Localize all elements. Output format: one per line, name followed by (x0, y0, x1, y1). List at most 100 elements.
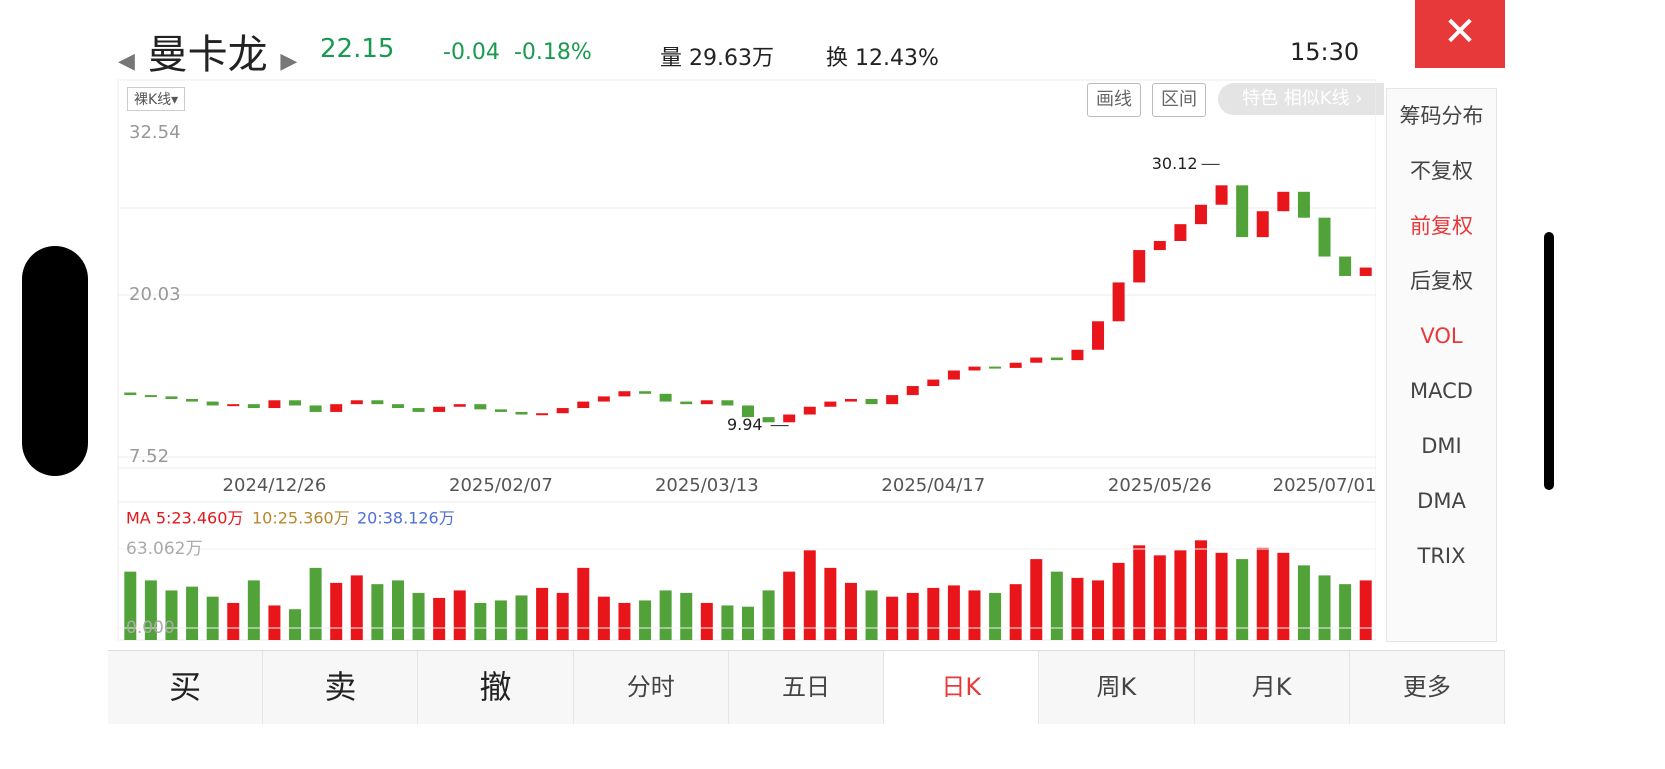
indicator-menu: 筹码分布不复权前复权后复权 VOL MACD DMI DMA TRIX (1386, 88, 1497, 642)
candle (515, 411, 528, 415)
tab[interactable]: 五日 (728, 651, 885, 724)
feature-button[interactable]: 特色 相似K线 › (1218, 83, 1384, 115)
candle (165, 396, 178, 399)
candle (742, 405, 754, 418)
stock-name[interactable]: ◀ 曼卡龙 ▶ (118, 32, 298, 78)
volume-bar (762, 590, 775, 640)
menu-item[interactable]: TRIX (1417, 544, 1466, 568)
volume-bar (700, 602, 713, 640)
candle (700, 400, 713, 405)
candle (186, 398, 199, 402)
y-tick-label: 20.03 (129, 284, 181, 305)
y-tick-label: 32.54 (129, 122, 181, 143)
candle (412, 408, 425, 412)
change-pct: -0.18% (513, 40, 592, 65)
tab[interactable]: 更多 (1349, 651, 1505, 724)
tab[interactable]: 周K (1039, 651, 1195, 724)
candle (1339, 256, 1352, 276)
x-tick-label: 2025/05/26 (1108, 475, 1212, 496)
volume-bar (803, 550, 816, 640)
candle (927, 379, 940, 387)
volume-bar (371, 584, 384, 640)
draw-button[interactable]: 画线 (1087, 83, 1141, 117)
volume-bar (1071, 577, 1084, 640)
tab[interactable]: 日K (884, 651, 1040, 724)
candle (803, 406, 816, 415)
candle (762, 417, 775, 423)
candle (989, 366, 1002, 369)
candle (474, 404, 487, 410)
candle (618, 391, 631, 397)
volume-bar (1236, 559, 1249, 640)
candle (1194, 204, 1207, 225)
candle (1133, 250, 1146, 283)
volume-bar (886, 596, 899, 640)
volume-bar (1359, 580, 1372, 640)
candle (433, 406, 446, 412)
candle (350, 400, 363, 405)
ma-legend: MA 5:23.460万 (126, 509, 243, 528)
volume-bar (1050, 571, 1063, 640)
volume-bar (165, 590, 178, 640)
turnover: 换 12.43% (826, 46, 939, 71)
candle (371, 400, 384, 405)
volume-bar (412, 592, 425, 640)
tab[interactable]: 买 (108, 651, 264, 724)
volume-bar (1194, 540, 1207, 640)
volume-bar (659, 590, 672, 640)
menu-item[interactable]: DMI (1421, 434, 1462, 458)
tab-bar: 买卖撤分时 五日 日K 周K 月K 更多 (108, 650, 1505, 724)
kline-mode[interactable]: 裸K线▾ (127, 87, 186, 111)
candle (886, 395, 899, 405)
volume-bar (1256, 547, 1269, 640)
volume: 量 29.63万 (660, 46, 774, 71)
candle (247, 404, 260, 409)
change-value: -0.04 (443, 40, 500, 65)
tab[interactable]: 分时 (573, 651, 729, 724)
candle (947, 370, 960, 380)
volume-bar (989, 592, 1002, 640)
change: -0.04 -0.18% (443, 40, 592, 65)
name: 曼卡龙 (147, 32, 268, 78)
volume-bar (453, 590, 466, 640)
range-button[interactable]: 区间 (1152, 83, 1206, 117)
close-button[interactable]: ✕ (1415, 0, 1505, 68)
volume-bar (289, 609, 302, 640)
tab[interactable]: 月K (1194, 651, 1350, 724)
tab[interactable]: 撤 (418, 651, 574, 724)
volume-bar (124, 571, 137, 640)
menu-item[interactable]: DMA (1417, 489, 1466, 513)
candle (639, 391, 652, 394)
menu-item[interactable]: 筹码分布 (1399, 104, 1484, 128)
menu-item[interactable]: MACD (1410, 379, 1473, 403)
menu-item[interactable]: 不复权 (1410, 159, 1473, 183)
volume-bar (1092, 580, 1105, 640)
x-tick-label: 2025/03/13 (655, 475, 759, 496)
volume-bar (556, 592, 569, 640)
candle (659, 393, 672, 402)
candle (1174, 224, 1187, 241)
volume-bar (844, 582, 857, 640)
volume-bar (1297, 565, 1310, 640)
low-label: 9.94 (727, 415, 763, 434)
menu-item[interactable]: 后复权 (1410, 269, 1473, 293)
candle (1359, 267, 1372, 276)
candle (906, 386, 919, 396)
volume-bar (927, 587, 940, 640)
volume-bar (494, 600, 507, 640)
volume-bar (1153, 555, 1166, 640)
volume-bar (639, 600, 652, 640)
candle (289, 400, 302, 406)
candle (1153, 241, 1166, 251)
candle (1050, 357, 1063, 361)
menu-item[interactable]: VOL (1420, 324, 1463, 348)
tab[interactable]: 卖 (263, 651, 419, 724)
candle (865, 398, 878, 405)
left-handle (22, 246, 88, 476)
vol-tick-label: 0.000 (126, 618, 175, 638)
menu-item[interactable]: 前复权 (1410, 214, 1473, 238)
x-tick-label: 2024/12/26 (223, 475, 327, 496)
volume-bar (1030, 559, 1043, 640)
candle (1215, 185, 1228, 205)
volume-bar (1318, 575, 1331, 640)
